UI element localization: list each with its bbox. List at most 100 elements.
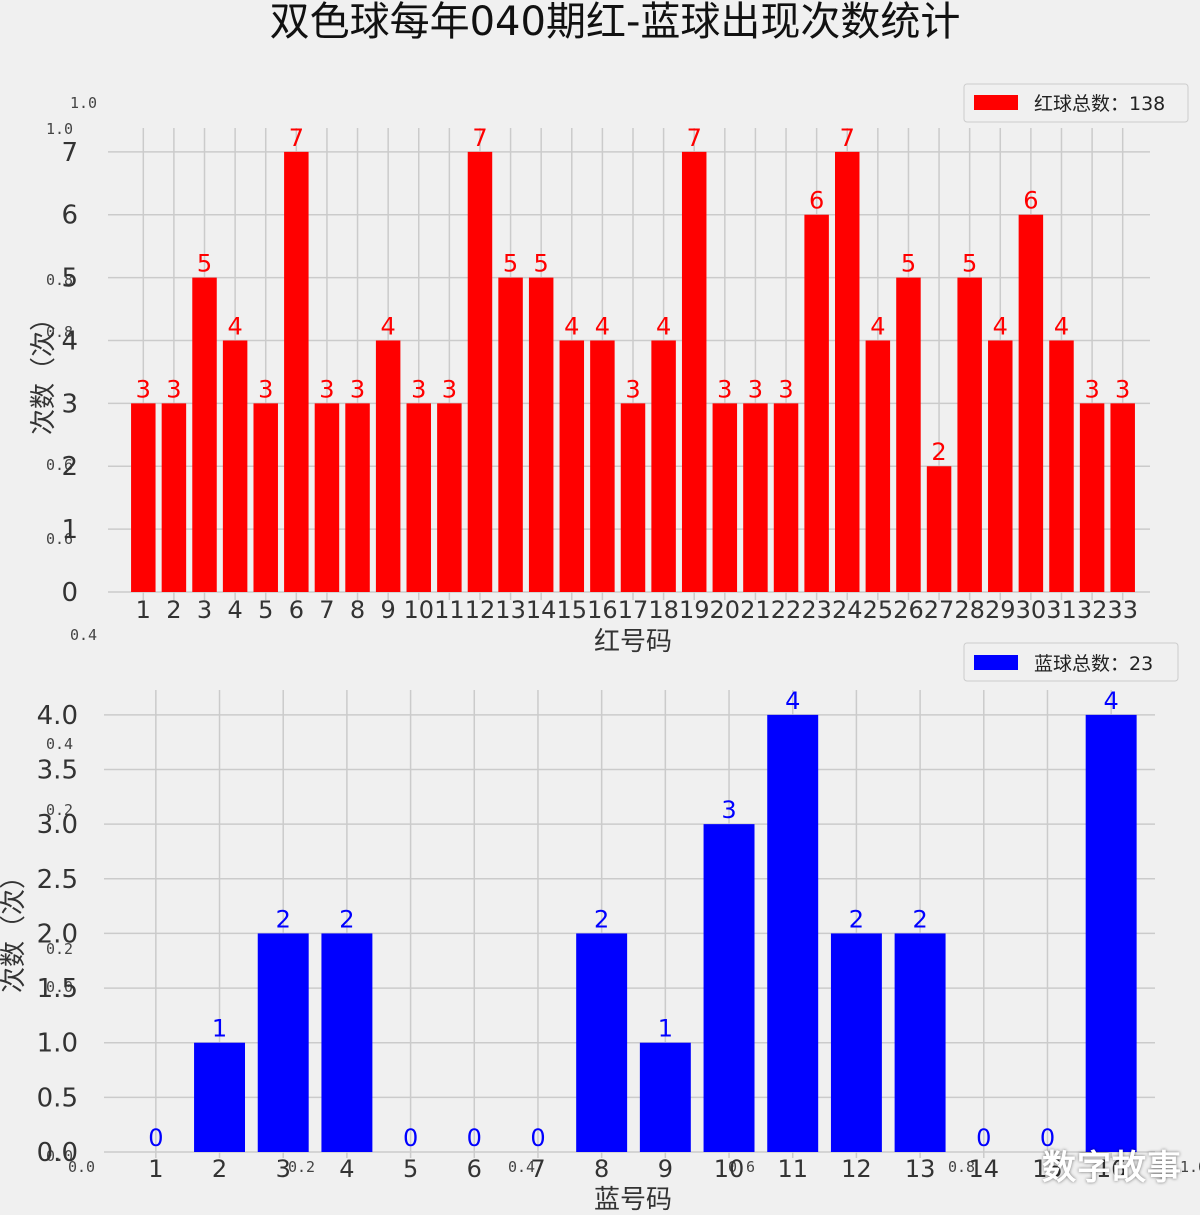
blue-bar [830,933,882,1152]
red-bar-value-label: 3 [778,375,793,403]
blue-y-tick-label: 2.5 [37,865,78,895]
blue-bar-value-label: 3 [721,796,736,824]
blue-bar [639,1042,691,1152]
red-bar [161,403,187,592]
red-bar-value-label: 3 [1115,375,1130,403]
ghost-tick-label: 1.0 [46,120,73,138]
red-bar-value-label: 7 [289,124,304,152]
blue-bar-value-label: 4 [1104,687,1119,715]
red-y-tick-label: 4 [61,326,78,356]
red-legend: 红球总数：138 [963,83,1189,123]
red-x-tick-label: 3 [197,596,212,624]
blue-bar-value-label: 0 [976,1124,991,1152]
red-x-tick-label: 24 [832,596,863,624]
red-x-tick-label: 25 [863,596,894,624]
blue-bar [767,714,819,1152]
blue-bar-value-label: 0 [148,1124,163,1152]
red-legend-box [963,83,1189,123]
red-bar [865,340,891,592]
blue-x-tick-label: 5 [403,1155,418,1183]
red-bar-value-label: 3 [748,375,763,403]
red-y-ticks: 0 1 2 3 4 5 6 7 [61,138,78,608]
red-bar-value-label: 3 [258,375,273,403]
red-x-tick-label: 17 [618,596,649,624]
blue-bar-value-label: 0 [1040,1124,1055,1152]
red-x-tick-label: 23 [801,596,832,624]
red-x-tick-label: 32 [1077,596,1108,624]
red-bar [896,277,921,592]
red-x-tick-label: 13 [495,596,526,624]
red-bar [131,403,156,592]
red-bar [651,340,676,592]
red-y-axis-label: 次数（次） [29,305,59,435]
red-x-tick-label: 27 [924,596,955,624]
red-x-axis-label: 红号码 [594,627,672,657]
blue-bar [1085,714,1137,1152]
blue-bar [576,933,628,1152]
red-x-tick-label: 4 [227,596,242,624]
blue-bar [257,933,309,1152]
blue-legend-swatch [974,655,1018,670]
red-x-tick-label: 12 [465,596,496,624]
red-bar [926,466,952,592]
red-bar-value-label: 3 [166,375,181,403]
blue-x-tick-label: 6 [467,1155,482,1183]
red-bar-value-label: 7 [472,124,487,152]
red-x-tick-label: 15 [557,596,588,624]
red-y-tick-label: 1 [61,515,78,545]
red-bar-value-label: 7 [840,124,855,152]
ghost-tick-label: 0.0 [68,1158,95,1176]
red-bar-value-label: 4 [870,312,885,340]
blue-x-axis-label: 蓝号码 [594,1185,672,1215]
red-bar-value-label: 5 [962,250,977,278]
blue-y-tick-label: 0.0 [37,1138,78,1168]
red-bar-value-label: 4 [381,312,396,340]
red-bar [528,277,554,592]
red-bar [773,403,799,592]
red-bar-value-label: 3 [625,375,640,403]
red-x-tick-label: 18 [648,596,679,624]
red-bar-value-label: 4 [1054,312,1069,340]
ghost-tick-label: 0.2 [46,801,73,819]
blue-x-tick-label: 1 [148,1155,163,1183]
red-bar-value-label: 3 [319,375,334,403]
ghost-tick-label: 0.8 [46,323,73,341]
blue-legend-box [963,642,1179,682]
red-bar [284,151,309,592]
red-bar [559,340,585,592]
blue-y-axis-label: 次数（次） [0,863,29,993]
red-x-tick-label: 8 [350,596,365,624]
red-legend-label: 红球总数：138 [1034,93,1165,115]
blue-bar-value-label: 2 [912,905,927,933]
red-bar [743,403,768,592]
blue-bar-value-label: 2 [339,905,354,933]
red-bar-value-label: 4 [595,312,610,340]
blue-legend-label: 蓝球总数：23 [1034,653,1153,675]
red-bar-value-label: 5 [503,250,518,278]
blue-x-tick-label: 16 [1096,1155,1127,1183]
blue-x-tick-label: 3 [276,1155,291,1183]
red-bar-value-label: 3 [350,375,365,403]
red-x-tick-label: 30 [1016,596,1047,624]
blue-x-ticks: 1 2 3 4 5 6 7 8 9 10 11 12 13 14 15 16 [148,1155,1126,1183]
ghost-tick-label: 0.0 [46,1147,73,1165]
red-x-tick-label: 29 [985,596,1016,624]
red-x-tick-label: 14 [526,596,557,624]
ghost-tick-label: 0.6 [728,1158,755,1176]
blue-x-tick-label: 4 [339,1155,354,1183]
red-bar [498,277,523,592]
red-bar-value-label: 4 [993,312,1008,340]
red-y-tick-label: 5 [61,264,78,294]
red-y-tick-label: 6 [61,201,78,231]
red-bar-value-label: 3 [717,375,732,403]
red-bar [835,151,860,592]
ghost-tick-label: 0.6 [46,456,73,474]
blue-x-tick-label: 2 [212,1155,227,1183]
blue-bar-value-label: 1 [658,1015,673,1043]
blue-bar [194,1042,246,1152]
red-y-tick-label: 3 [61,389,78,419]
blue-bar-value-label: 2 [276,905,291,933]
red-x-tick-label: 21 [740,596,771,624]
ghost-tick-label: 0.8 [948,1158,975,1176]
